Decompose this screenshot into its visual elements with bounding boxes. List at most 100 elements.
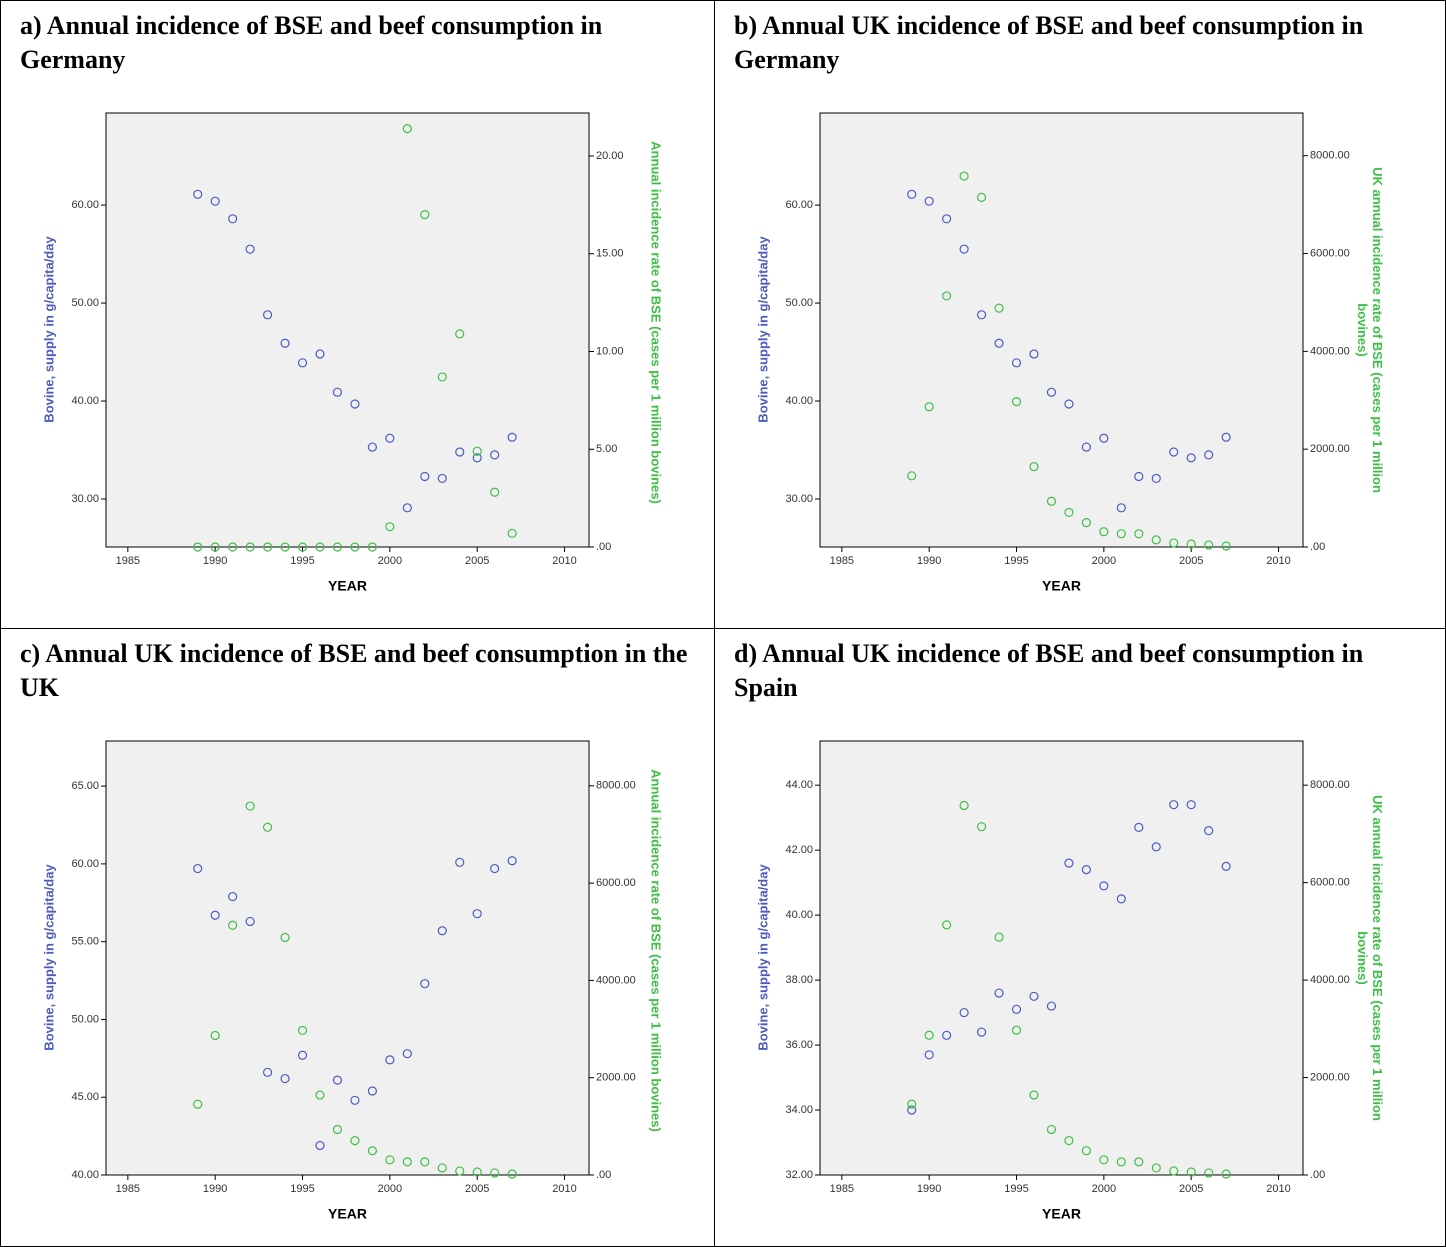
- point: [1011, 358, 1022, 368]
- y2-tick-label: 2000.00: [596, 1072, 636, 1084]
- y-tick-label: 32.00: [785, 1169, 813, 1181]
- point: [228, 542, 238, 552]
- point: [1011, 1025, 1022, 1035]
- y-tick-label: 60.00: [71, 858, 99, 870]
- x-tick-label: 1995: [290, 1183, 314, 1195]
- y-tick-label: 40.00: [785, 395, 813, 407]
- point: [1029, 991, 1039, 1001]
- point: [437, 372, 447, 382]
- point: [332, 1075, 343, 1085]
- point: [210, 910, 220, 920]
- point: [1064, 1135, 1074, 1146]
- point: [1169, 1166, 1179, 1176]
- point: [942, 1030, 952, 1040]
- x-tick-label: 2000: [1092, 555, 1116, 567]
- x-tick-label: 2000: [378, 555, 402, 567]
- plot-area: [105, 740, 590, 1176]
- point: [1116, 894, 1126, 904]
- x-tick-label: 2005: [465, 1183, 489, 1195]
- point: [1064, 399, 1074, 409]
- y-tick-label: 60.00: [785, 199, 813, 211]
- y-tick-label: 40.00: [71, 395, 99, 407]
- point: [385, 433, 395, 443]
- x-tick-label: 2010: [1266, 1183, 1290, 1195]
- point: [350, 1095, 360, 1105]
- point: [262, 542, 273, 552]
- point: [228, 920, 238, 930]
- point: [1221, 861, 1231, 871]
- point: [1204, 450, 1214, 460]
- y-tick-label: 34.00: [785, 1104, 813, 1116]
- y2-tick-label: .00: [596, 1169, 611, 1181]
- x-tick-label: 2010: [552, 1183, 576, 1195]
- y2-tick-label: 4000.00: [596, 974, 636, 986]
- point: [193, 863, 203, 874]
- point: [367, 1146, 377, 1156]
- point: [315, 542, 325, 552]
- point: [507, 856, 517, 866]
- point: [297, 1025, 308, 1036]
- point: [1221, 432, 1231, 442]
- panel: a) Annual incidence of BSE and beef cons…: [0, 0, 715, 629]
- point: [1204, 540, 1214, 550]
- x-tick-label: 1985: [116, 555, 140, 567]
- point: [1064, 858, 1074, 868]
- x-tick-label: 2010: [1266, 555, 1290, 567]
- point: [262, 822, 273, 832]
- point: [924, 1030, 934, 1040]
- y-tick-label: 44.00: [785, 779, 813, 791]
- point: [1169, 447, 1179, 457]
- point: [490, 487, 500, 497]
- chart-title: b) Annual UK incidence of BSE and beef c…: [734, 11, 1364, 74]
- point: [1099, 1155, 1109, 1165]
- x-tick-label: 2005: [465, 555, 489, 567]
- point: [1134, 1157, 1144, 1167]
- point: [472, 446, 482, 456]
- point: [1151, 535, 1161, 545]
- point: [385, 1155, 395, 1165]
- point: [402, 1049, 412, 1059]
- point: [245, 916, 255, 927]
- point: [245, 542, 255, 552]
- point: [385, 1055, 395, 1065]
- y2-axis-label: UK annual incidence rate of BSE (cases p…: [1355, 167, 1385, 493]
- point: [1029, 1090, 1039, 1100]
- x-tick-label: 1995: [1004, 1183, 1028, 1195]
- y2-tick-label: 8000.00: [1310, 150, 1350, 162]
- point: [907, 189, 917, 199]
- point: [455, 329, 465, 339]
- point: [490, 1168, 500, 1178]
- panel: d) Annual UK incidence of BSE and beef c…: [714, 628, 1446, 1247]
- point: [507, 432, 517, 442]
- point: [907, 1099, 917, 1109]
- x-tick-label: 1995: [1004, 555, 1028, 567]
- point: [1186, 453, 1196, 463]
- point: [280, 338, 290, 348]
- x-tick-label: 2000: [1092, 1183, 1116, 1195]
- point: [1204, 1168, 1214, 1178]
- point: [924, 1050, 934, 1060]
- y-axis-label: Bovine, supply in g/capita/day: [755, 236, 771, 423]
- point: [976, 192, 987, 202]
- point: [994, 338, 1004, 348]
- point: [1151, 1163, 1161, 1173]
- point: [1169, 800, 1179, 810]
- point: [1081, 1146, 1091, 1156]
- point: [297, 358, 308, 368]
- point: [1151, 842, 1161, 852]
- point: [402, 503, 412, 513]
- point: [490, 863, 500, 874]
- y-tick-label: 40.00: [785, 909, 813, 921]
- point: [907, 1105, 917, 1115]
- x-axis-label: YEAR: [1042, 1206, 1081, 1222]
- point: [350, 542, 360, 552]
- point: [437, 1163, 447, 1173]
- chart: 1985 1990 1995 2000 2005 2010 30.00 40.00 50.00 6…: [785, 112, 1350, 594]
- x-tick-label: 1985: [116, 1183, 140, 1195]
- chart-title: a) Annual incidence of BSE and beef cons…: [20, 11, 603, 74]
- point: [1134, 529, 1144, 539]
- panel: b) Annual UK incidence of BSE and beef c…: [714, 0, 1446, 629]
- x-tick-label: 2000: [378, 1183, 402, 1195]
- point: [1081, 865, 1091, 875]
